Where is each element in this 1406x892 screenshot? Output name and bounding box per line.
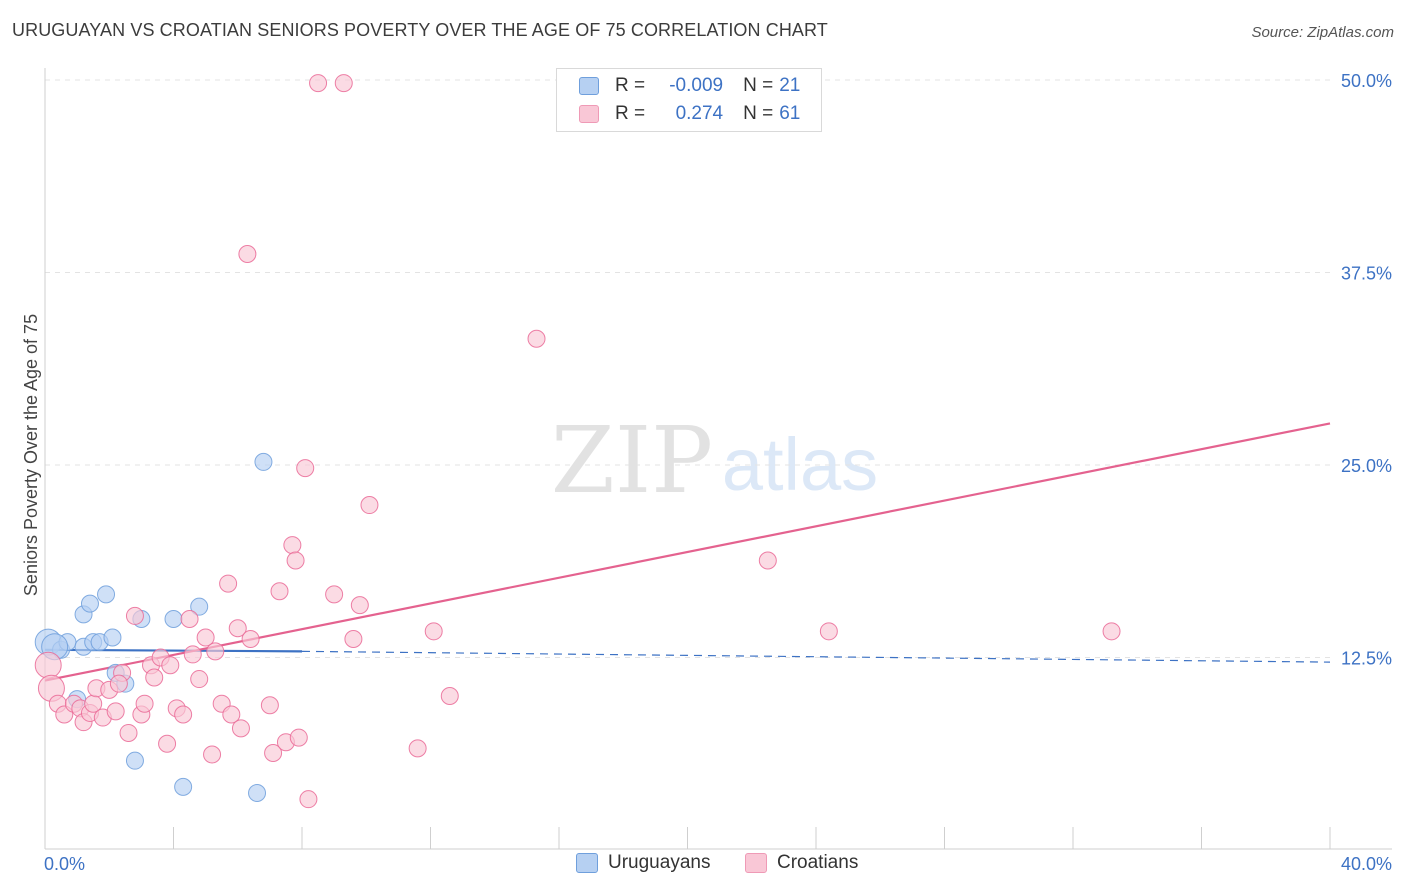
croatian-point (270, 582, 289, 601)
croatian-point (196, 628, 215, 647)
legend-row-croatians: R = 0.274 N = 61 (579, 101, 800, 127)
croatian-point (174, 705, 193, 724)
uruguayan-point (174, 777, 193, 796)
croatians-swatch (579, 105, 599, 123)
croatian-point (34, 651, 62, 679)
croatian-point (106, 702, 125, 721)
croatian-point (819, 622, 838, 641)
uruguayan-point (164, 610, 183, 628)
r-label: R = (615, 103, 646, 124)
y-tick-label: 37.5% (1341, 264, 1392, 284)
croatian-point (360, 496, 379, 515)
croatian-point (260, 696, 279, 715)
n-label: N = (743, 75, 774, 96)
r-value: -0.009 (669, 75, 724, 96)
uruguayan-point (248, 784, 267, 803)
croatian-point (758, 551, 777, 570)
croatians-legend-label: Croatians (777, 852, 859, 873)
uruguayan-point (80, 594, 99, 613)
croatian-point (125, 606, 144, 625)
uruguayans-legend-swatch (576, 853, 598, 873)
croatian-point (299, 790, 318, 809)
n-value: 61 (779, 103, 801, 124)
croatian-point (135, 694, 154, 713)
uruguayan-point (190, 597, 209, 616)
uruguayan-point (103, 628, 122, 647)
bottom-legend-croatians: Croatians (745, 852, 858, 874)
croatian-point (145, 668, 164, 687)
uruguayans-legend-label: Uruguayans (608, 852, 711, 873)
n-label: N = (743, 103, 774, 124)
uruguayan-point (254, 452, 273, 471)
croatian-point (325, 585, 344, 604)
y-tick-label: 12.5% (1341, 649, 1392, 669)
bottom-legend-uruguayans: Uruguayans (576, 852, 710, 874)
source-label: Source: ZipAtlas.com (1251, 24, 1394, 41)
croatian-point (440, 687, 459, 705)
x-tick-label-max: 40.0% (1341, 854, 1392, 874)
y-axis-label: Seniors Poverty Over the Age of 75 (21, 314, 41, 596)
watermark: ZIP atlas (551, 407, 878, 514)
croatian-point (228, 619, 247, 638)
croatian-point (190, 670, 209, 689)
x-tick-label-min: 0.0% (44, 854, 85, 874)
croatian-point (296, 459, 315, 478)
uruguayan-point (125, 751, 144, 770)
r-label: R = (615, 75, 646, 96)
stats-legend: R = -0.009 N = 21 R = 0.274 N = 61 (556, 68, 822, 132)
croatian-point (408, 739, 427, 758)
uruguayan-trend-extension (301, 650, 1331, 663)
uruguayan-point (97, 585, 116, 604)
y-tick-label: 50.0% (1341, 71, 1392, 91)
croatian-point (222, 705, 241, 724)
croatian-point (283, 536, 302, 555)
croatian-point (527, 329, 546, 348)
croatian-point (264, 743, 283, 762)
croatian-point (344, 630, 363, 649)
croatian-point (109, 674, 128, 693)
croatian-point (183, 645, 202, 664)
croatian-point (238, 245, 257, 264)
watermark-zip: ZIP (551, 407, 713, 514)
croatian-point (286, 551, 305, 570)
croatian-point (289, 728, 308, 747)
croatian-point (1102, 622, 1121, 641)
croatian-point (206, 642, 225, 661)
croatian-point (119, 723, 138, 742)
croatian-point (241, 630, 260, 649)
y-tick-label: 25.0% (1341, 456, 1392, 476)
croatian-point (203, 745, 222, 764)
croatian-point (161, 656, 180, 675)
croatians-legend-swatch (745, 853, 767, 873)
r-value: 0.274 (675, 103, 724, 124)
croatian-point (334, 74, 353, 93)
croatian-point (219, 574, 238, 593)
croatian-point (158, 734, 177, 753)
croatian-point (231, 719, 250, 738)
croatian-point (424, 622, 443, 641)
legend-row-uruguayans: R = -0.009 N = 21 (579, 73, 800, 99)
uruguayans-swatch (579, 77, 599, 95)
n-value: 21 (779, 75, 801, 96)
croatian-point (309, 74, 328, 93)
croatian-point (180, 610, 199, 628)
croatian-point (350, 596, 369, 615)
chart-title: URUGUAYAN VS CROATIAN SENIORS POVERTY OV… (12, 20, 828, 40)
